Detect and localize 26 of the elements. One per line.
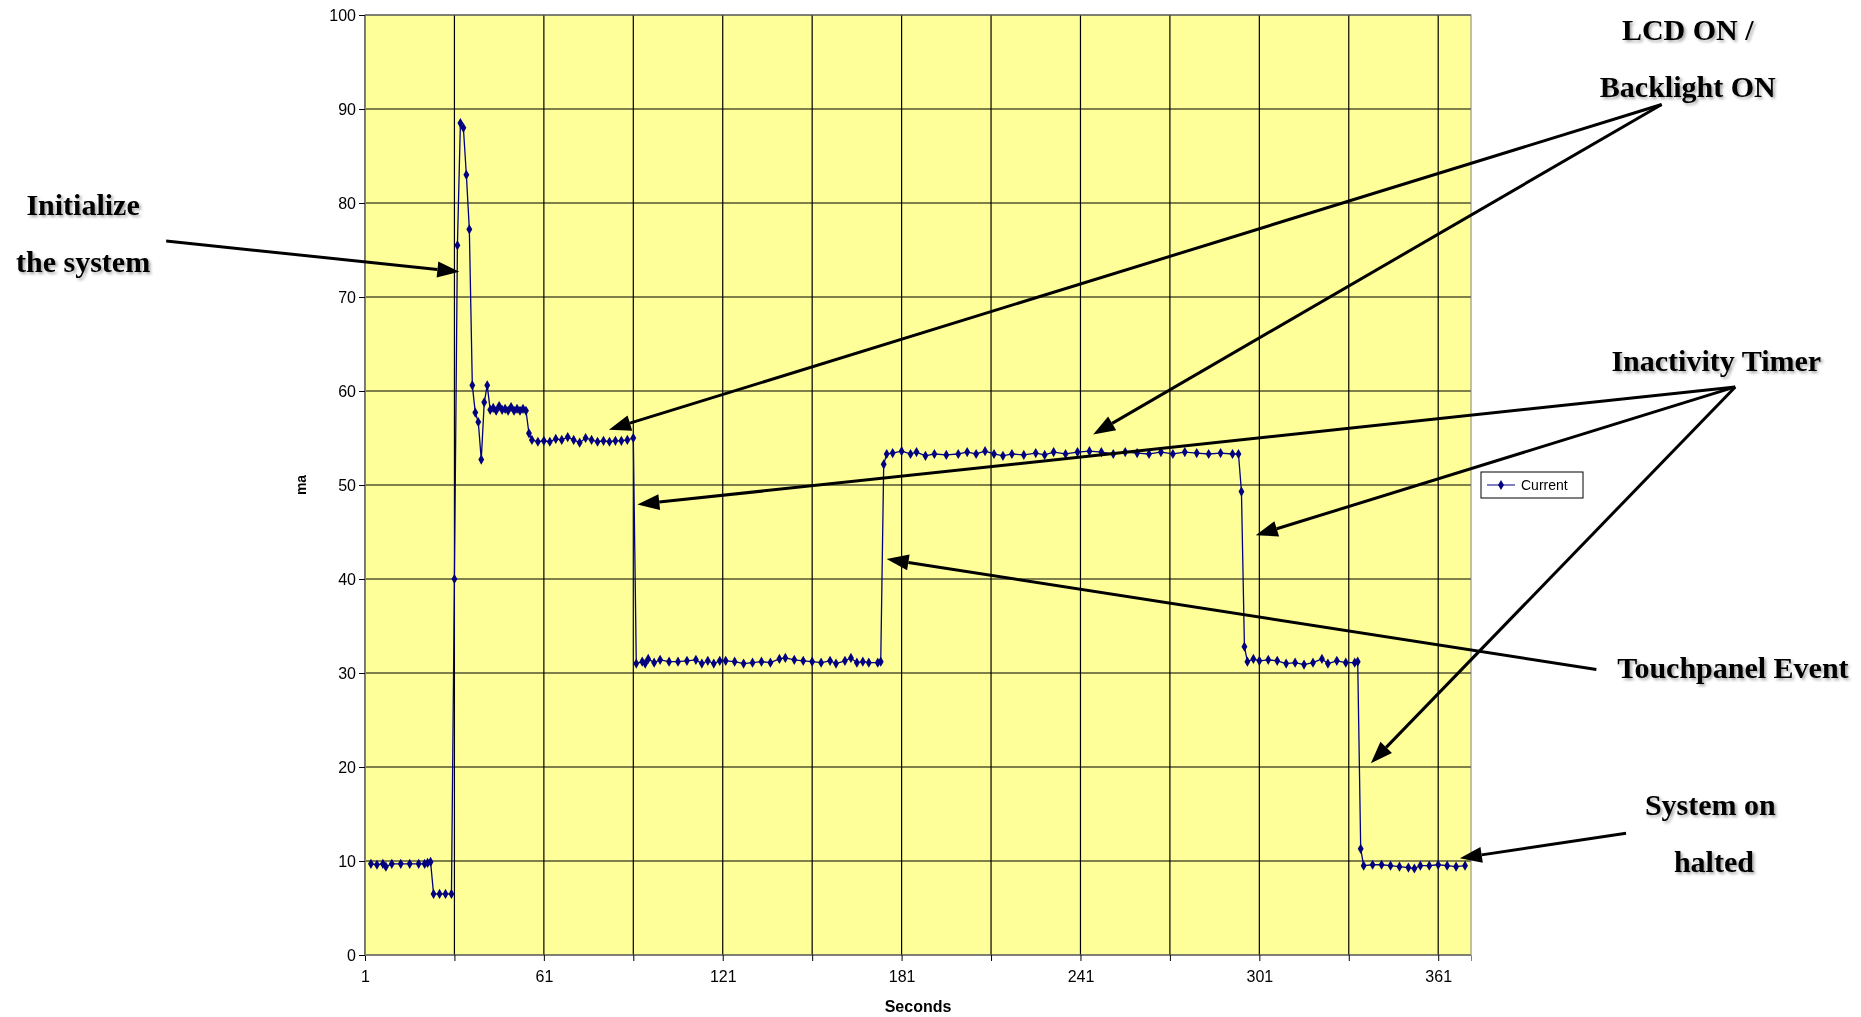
y-tick-label: 20 (338, 758, 357, 776)
legend-label: Current (1521, 477, 1568, 493)
x-tick-label: 361 (1425, 968, 1453, 986)
x-tick-label: 241 (1067, 968, 1095, 986)
y-tick-label: 60 (338, 382, 357, 400)
x-tick-label: 301 (1246, 968, 1274, 986)
x-tick-label: 61 (535, 968, 554, 986)
x-tick-label: 1 (361, 968, 371, 986)
y-tick-label: 100 (329, 6, 357, 24)
x-axis-title: Seconds (884, 998, 952, 1015)
y-tick-label: 50 (338, 476, 357, 494)
text: Touchpanel Event (1617, 651, 1849, 685)
text: Initialize the system (16, 188, 151, 279)
y-tick-label: 70 (338, 288, 357, 306)
y-tick-label: 90 (338, 100, 357, 118)
text: LCD ON / Backlight ON (1599, 12, 1777, 103)
y-tick-label: 10 (338, 852, 357, 870)
y-tick-label: 80 (338, 194, 357, 212)
y-axis-title: ma (293, 474, 309, 496)
text: Inactivity Timer (1611, 343, 1822, 377)
x-tick-label: 181 (888, 968, 916, 986)
y-tick-label: 0 (347, 946, 357, 964)
x-tick-label: 121 (709, 968, 737, 986)
y-tick-label: 40 (338, 570, 357, 588)
text: System on halted (1644, 787, 1777, 878)
y-tick-label: 30 (338, 664, 357, 682)
